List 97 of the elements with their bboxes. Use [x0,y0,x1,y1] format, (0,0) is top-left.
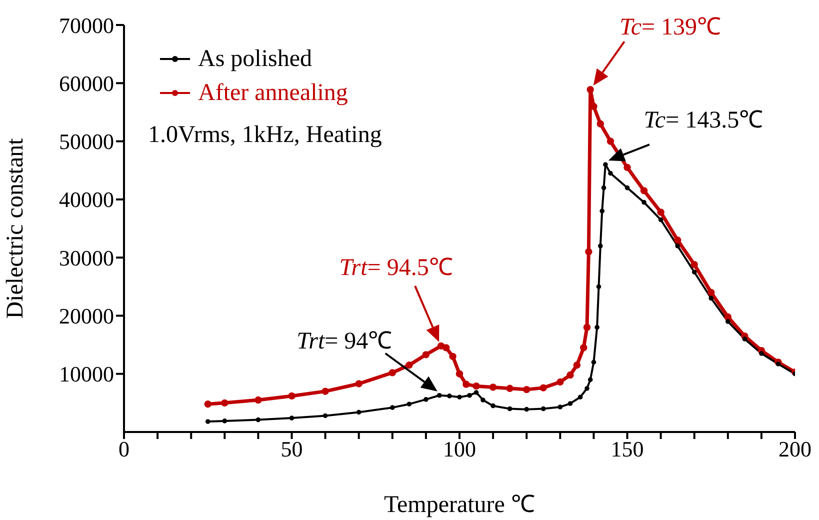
y-tick-label: 60000 [59,70,114,96]
point [222,418,228,424]
point [436,392,442,398]
point [596,284,602,290]
y-tick-label: 70000 [59,12,114,38]
point [601,185,606,190]
point [642,200,646,205]
point [254,396,262,404]
annotation: Tc= 143.5℃ [644,108,764,134]
point [584,386,590,391]
point [204,400,212,408]
point [506,384,514,392]
point [674,236,682,244]
point [480,398,486,402]
point [568,401,573,406]
point [600,208,604,214]
point [675,244,680,248]
point [558,404,563,410]
annotation: Trt= 94.5℃ [339,254,453,281]
point [726,319,730,324]
point [724,313,732,320]
point [580,344,588,352]
point [608,170,613,176]
point [205,419,210,424]
point [390,405,395,410]
x-tick-label: 150 [610,436,644,462]
point [422,351,430,358]
point [424,397,428,402]
point [322,413,328,418]
point [447,394,452,398]
point [566,371,574,379]
point [588,377,593,382]
point [523,386,530,394]
x-tick-label: 200 [778,436,812,462]
point [573,362,581,369]
y-tick-label: 50000 [59,129,114,154]
point [474,390,479,395]
point [596,120,604,128]
point [457,394,462,400]
annotation: Trt= 94℃ [296,328,392,354]
point [598,244,603,248]
point [578,394,583,400]
point [624,185,630,190]
point [692,270,697,275]
point [524,406,529,412]
point [657,208,664,216]
point [603,162,608,167]
x-tick-label: 50 [280,436,303,462]
legend-label: After annealing [198,79,348,108]
point [624,164,631,172]
point [489,384,497,391]
point [322,388,329,395]
annotation: Tc= 139℃ [620,14,722,41]
point [221,399,228,407]
point [776,362,781,366]
point [742,336,748,342]
point [449,352,456,360]
point [640,187,648,194]
point [690,260,698,268]
y-tick-label: 10000 [59,362,114,387]
point [540,384,547,392]
point [355,380,362,388]
point [467,392,472,398]
point [708,288,715,296]
point [472,382,480,390]
point [490,403,496,408]
point [406,402,412,406]
point [586,86,594,94]
legend-label: As polished [198,45,312,74]
point [442,344,450,352]
y-axis-title: Dielectric constant [2,138,29,319]
point [583,324,591,331]
point [456,370,464,378]
point [585,248,592,256]
point [507,406,512,412]
x-tick-label: 100 [443,436,476,462]
point [556,378,564,386]
point [406,362,413,369]
y-tick-label: 20000 [59,304,114,329]
point [356,410,362,415]
point [591,360,596,365]
point [658,217,664,222]
annotation: 1.0Vrms, 1kHz, Heating [148,122,382,149]
point [256,417,261,422]
x-tick-label: 0 [118,436,130,462]
point [289,416,294,420]
point [708,296,714,301]
point [388,369,396,376]
point [759,351,764,356]
point [540,406,546,412]
point [606,138,614,145]
point [462,380,470,388]
y-tick-label: 30000 [59,245,114,270]
point [288,392,296,400]
y-tick-label: 40000 [59,187,114,212]
point [594,324,600,330]
x-axis-title: Temperature ℃ [384,492,535,518]
